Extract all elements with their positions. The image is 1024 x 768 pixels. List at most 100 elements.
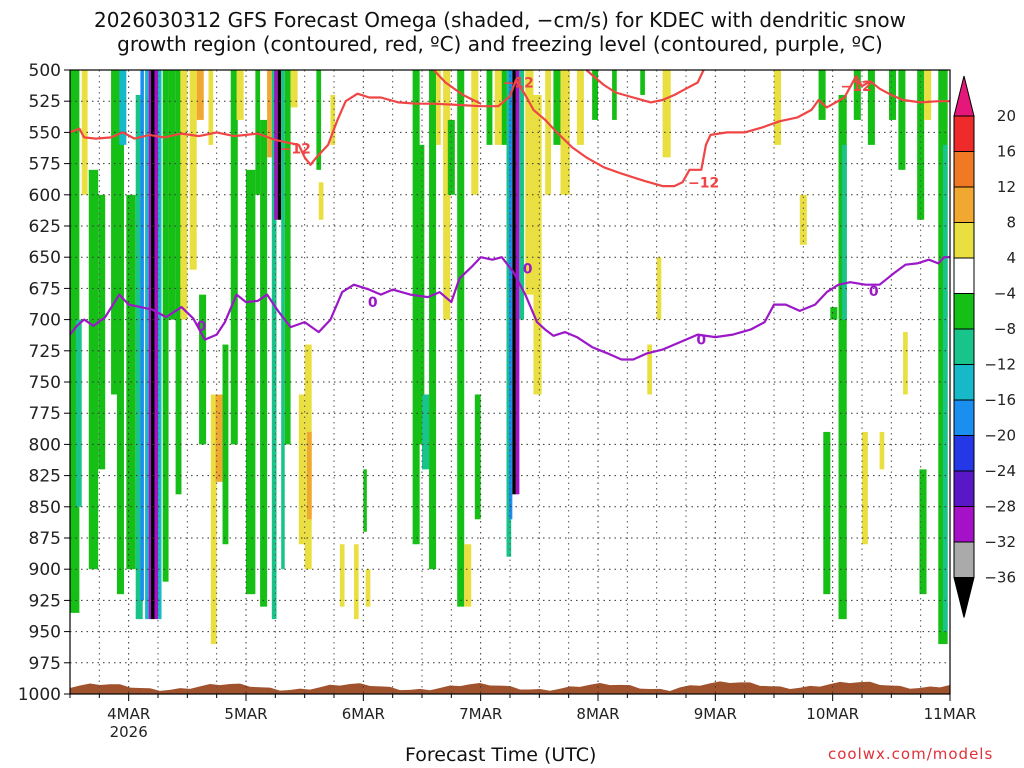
- omega-cell: [246, 169, 256, 595]
- omega-cell: [853, 70, 861, 120]
- y-tick-label: 500: [29, 61, 61, 81]
- omega-cell: [457, 70, 465, 607]
- colorbar-label: 4: [1006, 249, 1016, 267]
- omega-cell: [208, 70, 214, 145]
- omega-cell: [464, 544, 472, 607]
- omega-cell: [98, 194, 106, 470]
- colorbar-label: −12: [984, 356, 1016, 374]
- omega-cell: [942, 144, 948, 632]
- omega-cell: [525, 70, 534, 295]
- omega-shading: [70, 70, 948, 645]
- contour-label: −12: [841, 79, 872, 95]
- colorbar-label: −16: [984, 391, 1016, 409]
- y-tick-label: 600: [29, 186, 61, 206]
- credit-text: coolwx.com/models: [828, 745, 994, 763]
- omega-cell: [429, 70, 437, 570]
- omega-cell: [298, 394, 305, 545]
- omega-cell: [140, 70, 144, 601]
- omega-cell: [236, 70, 244, 120]
- contour-line: [69, 75, 950, 188]
- omega-cell: [281, 70, 285, 570]
- omega-cell: [508, 70, 513, 520]
- omega-cell: [474, 394, 481, 520]
- terrain-fill: [70, 681, 950, 694]
- omega-cell: [640, 70, 645, 95]
- omega-cell: [436, 70, 441, 145]
- x-tick-label: 4MAR: [107, 705, 150, 723]
- omega-cell: [290, 70, 298, 108]
- omega-cell: [417, 144, 425, 445]
- omega-cell: [70, 70, 80, 613]
- omega-cell: [938, 70, 948, 645]
- omega-cell: [274, 70, 278, 220]
- x-tick-sublabel: 2026: [110, 723, 148, 741]
- omega-cell: [512, 70, 516, 495]
- omega-cell: [545, 70, 552, 195]
- omega-cell: [592, 70, 598, 120]
- y-tick-label: 625: [29, 217, 61, 237]
- omega-cell: [339, 544, 345, 607]
- y-tick-label: 1000: [18, 685, 61, 705]
- colorbar-swatch: [953, 364, 975, 401]
- contour-label: 0: [696, 333, 706, 349]
- chart-title-line2: growth region (contoured, red, ºC) and f…: [117, 32, 883, 56]
- omega-cell: [175, 70, 182, 495]
- colorbar-swatch: [953, 435, 975, 472]
- omega-cell: [196, 70, 204, 120]
- x-tick-label: 6MAR: [342, 705, 385, 723]
- omega-cell: [119, 70, 127, 145]
- contour-label: 0: [523, 261, 533, 277]
- omega-cell: [818, 70, 826, 120]
- y-tick-label: 975: [29, 654, 61, 674]
- colorbar-bottom-cap: [953, 577, 975, 618]
- omega-cell: [284, 70, 291, 445]
- omega-cell: [230, 70, 238, 445]
- colorbar-label: 12: [997, 178, 1016, 196]
- omega-cell: [879, 431, 885, 470]
- omega-cell: [486, 70, 493, 145]
- omega-cell: [501, 70, 509, 145]
- omega-cell: [365, 569, 371, 607]
- colorbar: 20 16 12 8 4 −4 −8 −12 −16 −20 −24 −28 −32 −36: [953, 75, 1016, 618]
- omega-cell: [830, 307, 838, 320]
- omega-cell: [823, 431, 831, 595]
- colorbar-label: −36: [984, 569, 1016, 587]
- colorbar-swatch: [953, 541, 975, 578]
- omega-cell: [533, 94, 542, 395]
- colorbar-top-cap: [953, 75, 975, 117]
- omega-cell: [210, 394, 217, 645]
- y-tick-label: 900: [29, 560, 61, 580]
- colorbar-label: −8: [994, 320, 1016, 338]
- colorbar-swatch: [953, 151, 975, 188]
- omega-cell: [75, 319, 82, 507]
- y-tick-label: 925: [29, 591, 61, 611]
- omega-cell: [277, 70, 282, 220]
- x-tick-label: 5MAR: [224, 705, 267, 723]
- y-tick-label: 725: [29, 342, 61, 362]
- colorbar-label: −24: [984, 462, 1016, 480]
- omega-cell: [111, 70, 120, 395]
- colorbar-label: −20: [984, 427, 1016, 445]
- contour-label: 0: [869, 284, 879, 300]
- omega-cell: [158, 70, 162, 620]
- x-tick-label: 7MAR: [459, 705, 502, 723]
- colorbar-swatch: [953, 506, 975, 543]
- omega-cell: [81, 70, 88, 195]
- omega-cell: [917, 70, 925, 220]
- y-tick-label: 825: [29, 467, 61, 487]
- contour-lines: −12 −12 −12 −12 0 0 0 0 0: [69, 69, 950, 361]
- omega-cell: [647, 344, 652, 395]
- colorbar-swatch: [953, 470, 975, 507]
- grid-lines: [69, 70, 950, 694]
- omega-cell: [154, 70, 158, 620]
- y-tick-label: 675: [29, 279, 61, 299]
- y-tick-label: 550: [29, 123, 61, 143]
- x-tick-label: 8MAR: [576, 705, 619, 723]
- colorbar-swatch: [953, 399, 975, 436]
- omega-cell: [862, 431, 868, 545]
- contour-label: −12: [280, 142, 311, 158]
- x-tick-label: 9MAR: [694, 705, 737, 723]
- omega-cell: [471, 70, 479, 195]
